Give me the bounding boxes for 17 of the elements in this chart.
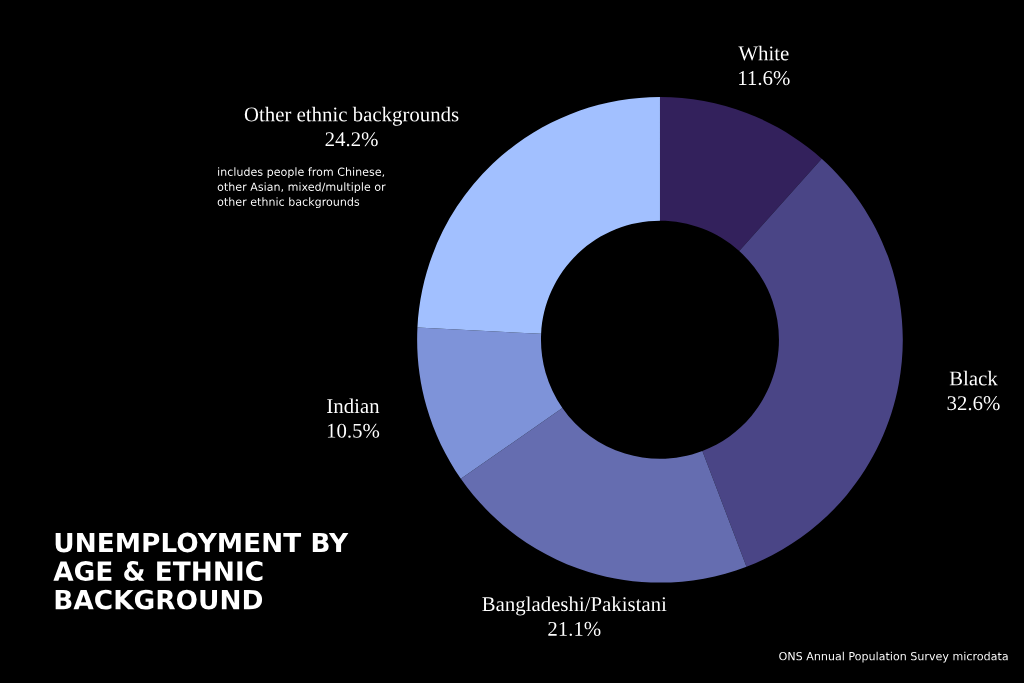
text: ONS Annual Population Survey microdata [779, 651, 1008, 663]
donut-slice [659, 96, 822, 252]
donut-slice [460, 407, 747, 583]
data-label: 24.2% [325, 132, 378, 147]
data-label: 10.5% [327, 423, 380, 438]
donut-slice [702, 158, 903, 567]
slice-label: Bangladeshi/Pakistani [482, 596, 667, 616]
text: includes people from Chinese, other Asian, mixed/multiple or other ethnic backgrounds [217, 167, 386, 209]
data-label: 11.6% [739, 71, 790, 86]
slice-label: Other ethnic backgrounds [244, 106, 459, 126]
text: UNEMPLOYMENT BY AGE & ETHNIC BACKGROUND [53, 532, 349, 610]
slice-label: White [738, 45, 789, 61]
donut-slice [417, 327, 563, 479]
data-label: 21.1% [548, 621, 601, 636]
slice-label: Black [949, 370, 998, 386]
slice-label: Indian [327, 398, 380, 414]
data-label: 32.6% [947, 396, 1000, 411]
